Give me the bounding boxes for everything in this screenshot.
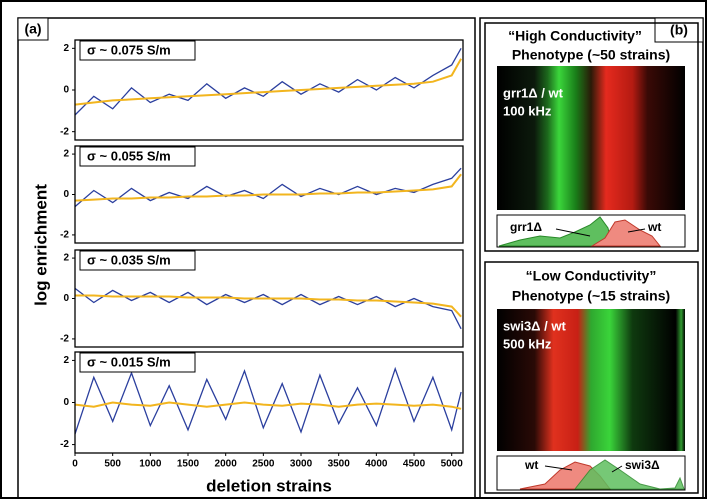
y-tick-label: 2 — [63, 43, 69, 54]
y-tick-label: 2 — [63, 149, 69, 160]
subpanel-frame — [484, 261, 699, 494]
x-tick-label: 1500 — [177, 459, 200, 470]
x-tick-label: 2500 — [252, 459, 275, 470]
x-tick-label: 1000 — [139, 459, 162, 470]
image-caption: grr1Δ / wt — [503, 85, 564, 100]
y-tick-label: -2 — [60, 126, 69, 137]
panel-label: (b) — [670, 22, 688, 38]
y-tick-label: -2 — [60, 439, 69, 450]
subpanel-title: Phenotype (~15 strains) — [512, 288, 670, 304]
title-box — [79, 352, 196, 373]
x-tick-label: 2000 — [215, 459, 238, 470]
y-tick-label: 0 — [63, 189, 69, 200]
x-tick-label: 4500 — [403, 459, 426, 470]
subpanel-title: Phenotype (~50 strains) — [512, 47, 670, 63]
data-line — [74, 47, 462, 116]
data-line — [74, 167, 462, 208]
title-box — [79, 40, 196, 61]
chart-title: σ ~ 0.035 S/m — [87, 252, 171, 267]
trend-line — [74, 173, 462, 202]
plot-frame — [74, 145, 464, 244]
profile-label: wt — [647, 220, 661, 234]
profile-label: grr1Δ — [510, 220, 542, 234]
image-caption: 500 kHz — [503, 336, 552, 351]
arrow — [544, 465, 573, 471]
arrow — [611, 465, 623, 473]
profile-label: wt — [524, 458, 538, 472]
trend-line — [74, 58, 462, 106]
image-caption: 100 kHz — [503, 103, 552, 118]
y-tick-label: 0 — [63, 293, 69, 304]
panel-label-box — [17, 17, 49, 41]
title-box — [79, 146, 196, 167]
data-line — [74, 287, 462, 330]
arrow — [555, 228, 591, 237]
x-tick-label: 5000 — [441, 459, 464, 470]
y-tick-label: 2 — [63, 253, 69, 264]
y-tick-label: 0 — [63, 85, 69, 96]
x-tick-label: 500 — [104, 459, 121, 470]
panel-label-box — [654, 17, 704, 43]
plot-frame — [74, 351, 464, 454]
panel-b-frame — [479, 17, 704, 499]
y-tick-label: 2 — [63, 355, 69, 366]
panel-a-frame — [17, 17, 476, 499]
x-tick-label: 4000 — [365, 459, 388, 470]
y-tick-label: 0 — [63, 397, 69, 408]
subpanel-title: “Low Conductivity” — [526, 268, 657, 284]
y-tick-label: -2 — [60, 230, 69, 241]
subpanel-title: “High Conductivity” — [508, 28, 642, 44]
chart-title: σ ~ 0.075 S/m — [87, 42, 171, 57]
data-line — [74, 366, 462, 435]
chart-title: σ ~ 0.015 S/m — [87, 354, 171, 369]
title-box — [79, 250, 196, 271]
image-caption: swi3Δ / wt — [503, 318, 566, 333]
x-axis-label: deletion strains — [206, 476, 332, 495]
trend-line — [74, 401, 462, 410]
x-tick-label: 3000 — [290, 459, 313, 470]
profile-green — [573, 459, 685, 490]
image — [497, 66, 685, 210]
x-tick-label: 0 — [72, 459, 78, 470]
plot-frame — [74, 249, 464, 348]
y-axis-label: log enrichment — [31, 184, 50, 306]
plot-frame — [74, 39, 464, 141]
chart-title: σ ~ 0.055 S/m — [87, 148, 171, 163]
profile-red — [590, 219, 662, 247]
y-tick-label: -2 — [60, 334, 69, 345]
x-tick-label: 3500 — [328, 459, 351, 470]
arrow — [627, 228, 646, 233]
image — [497, 309, 685, 451]
trend-line — [75, 294, 462, 318]
profile-label: swi3Δ — [625, 458, 660, 472]
panel-label: (a) — [24, 21, 41, 37]
subpanel-frame — [484, 22, 699, 252]
